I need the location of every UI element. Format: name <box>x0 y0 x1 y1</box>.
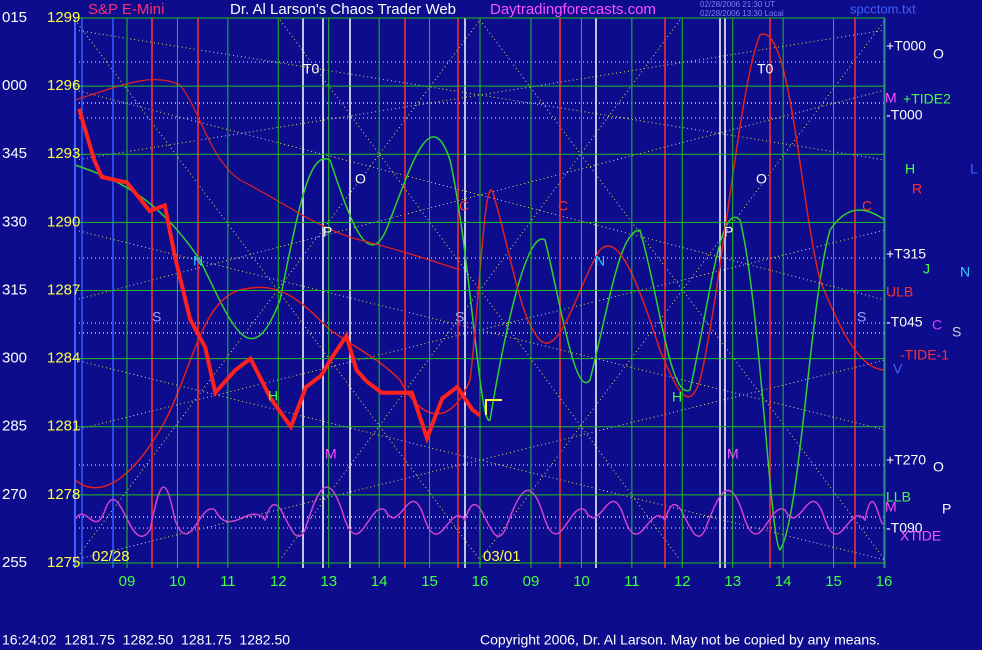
plot-marker: S <box>152 309 161 325</box>
x-tick-label: 12 <box>270 573 287 590</box>
level-label: R <box>912 181 922 197</box>
instrument: S&P E-Mini <box>88 1 164 18</box>
level-label: H <box>905 161 915 177</box>
y-tick-label: 1284 <box>47 350 80 367</box>
angle-label: 015 <box>2 9 27 26</box>
level-label: N <box>960 264 970 280</box>
level-label: +TIDE2 <box>903 91 951 107</box>
x-tick-label: 13 <box>320 573 337 590</box>
plot-marker: N <box>595 253 605 269</box>
plot-marker: N <box>193 253 203 269</box>
angle-label: 345 <box>2 145 27 162</box>
title: Dr. Al Larson's Chaos Trader Web <box>230 1 456 18</box>
file-name: spcctom.txt <box>850 1 916 16</box>
y-tick-label: 1281 <box>47 418 80 435</box>
plot-marker: H <box>268 388 278 404</box>
level-label: ULB <box>886 284 913 300</box>
plot-marker: O <box>355 171 366 187</box>
x-tick-label: 10 <box>169 573 186 590</box>
x-tick-label: 09 <box>523 573 540 590</box>
y-tick-label: 1287 <box>47 281 80 298</box>
price-line <box>77 108 482 445</box>
x-tick-label: 16 <box>472 573 489 590</box>
y-tick-label: 1290 <box>47 213 80 230</box>
copyright: Copyright 2006, Dr. Al Larson. May not b… <box>480 632 880 648</box>
x-tick-label: 13 <box>724 573 741 590</box>
level-label: +T000 <box>886 38 926 54</box>
level-label: -T090 <box>886 520 923 536</box>
y-tick-label: 1296 <box>47 77 80 94</box>
y-tick-label: 1278 <box>47 486 80 503</box>
plot-marker: M <box>325 446 337 462</box>
level-label: S <box>952 324 961 340</box>
date-label: 02/28 <box>92 548 130 565</box>
level-label: -TIDE-1 <box>900 347 949 363</box>
date-label: 03/01 <box>483 548 521 565</box>
plot-marker: S <box>857 309 866 325</box>
x-tick-label: 11 <box>624 573 640 590</box>
plot-marker: P <box>724 224 733 240</box>
angle-label: 315 <box>2 281 27 298</box>
level-label: J <box>923 261 930 277</box>
x-tick-label: 15 <box>421 573 438 590</box>
plot-marker: S <box>455 309 464 325</box>
x-tick-label: 14 <box>775 573 792 590</box>
plot-marker: T0 <box>303 61 320 77</box>
status-line: 16:24:02 1281.75 1282.50 1281.75 1282.50 <box>2 632 290 648</box>
x-tick-label: 12 <box>674 573 691 590</box>
plot-marker: P <box>323 224 332 240</box>
x-tick-label: 11 <box>220 573 236 590</box>
x-tick-label: 16 <box>876 573 893 590</box>
angle-label: 000 <box>2 77 27 94</box>
level-label: -T045 <box>886 314 923 330</box>
level-label: M <box>885 90 897 106</box>
website: Daytradingforecasts.com <box>490 1 656 18</box>
x-tick-label: 09 <box>119 573 136 590</box>
angle-label: 285 <box>2 418 27 435</box>
plot-marker: O <box>756 171 767 187</box>
level-label: +T270 <box>886 452 926 468</box>
level-label: M <box>885 499 897 515</box>
level-label: +T315 <box>886 246 926 262</box>
y-tick-label: 1293 <box>47 145 80 162</box>
plot-marker: T0 <box>757 61 774 77</box>
x-tick-label: 15 <box>825 573 842 590</box>
angle-label: 255 <box>2 554 27 571</box>
y-tick-label: 1275 <box>47 554 80 571</box>
plot-marker: C <box>862 198 872 214</box>
y-tick-label: 1299 <box>47 9 80 26</box>
timestamp: 02/28/2006 21:30 UT <box>700 0 775 9</box>
plot-marker: M <box>727 446 739 462</box>
angle-label: 330 <box>2 213 27 230</box>
level-label: O <box>933 459 944 475</box>
level-label: LLB <box>886 489 911 505</box>
level-label: C <box>932 317 942 333</box>
timestamp: 02/28/2006 13:30 Local <box>700 9 784 18</box>
plot-marker: H <box>672 389 682 405</box>
level-label: XTIDE <box>900 528 941 544</box>
angle-label: 270 <box>2 486 27 503</box>
level-label: -T000 <box>886 107 923 123</box>
x-tick-label: 10 <box>573 573 590 590</box>
angle-label: 300 <box>2 350 27 367</box>
level-label: V <box>893 361 903 377</box>
level-label: P <box>942 501 951 517</box>
plot-marker: C <box>459 198 469 214</box>
level-label: O <box>933 46 944 62</box>
plot-marker: C <box>558 198 568 214</box>
level-label: L <box>970 161 978 177</box>
x-tick-label: 14 <box>371 573 388 590</box>
